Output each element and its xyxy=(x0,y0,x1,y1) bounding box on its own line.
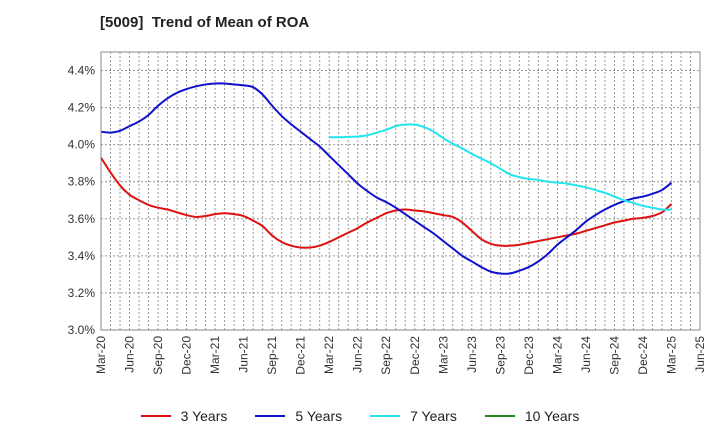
legend-label: 5 Years xyxy=(295,408,343,424)
y-tick-label: 3.2% xyxy=(68,286,96,300)
gridlines xyxy=(101,52,700,330)
x-tick-label: Dec-23 xyxy=(522,336,536,375)
x-tick-label: Mar-24 xyxy=(550,336,564,374)
x-axis-ticks: Mar-20 Jun-20 Sep-20 Dec-20 Mar-21 Jun-21 Sep-… xyxy=(94,336,707,375)
series-line-7-years xyxy=(329,123,672,211)
x-tick-label: Mar-21 xyxy=(208,336,222,374)
y-tick-label: 3.4% xyxy=(68,249,96,263)
x-tick-label: Dec-20 xyxy=(180,336,194,375)
x-tick-label: Jun-23 xyxy=(465,336,479,373)
y-tick-label: 4.2% xyxy=(68,101,96,115)
legend-item-3-years: 3 Years xyxy=(140,404,228,428)
y-axis-ticks: 3.0% 3.2% 3.4% 3.6% 3.8% 4.0% 4.2% 4.4% xyxy=(68,64,96,337)
x-tick-label: Mar-23 xyxy=(436,336,450,374)
legend-item-5-years: 5 Years xyxy=(255,404,342,428)
legend: 3 Years 5 Years 7 Years 10 Years xyxy=(0,404,720,428)
x-tick-label: Mar-22 xyxy=(322,336,336,374)
x-tick-label: Jun-25 xyxy=(693,336,707,373)
y-tick-label: 3.6% xyxy=(68,212,96,226)
legend-swatch xyxy=(370,415,401,417)
series-line-5-years xyxy=(100,82,673,275)
legend-item-10-years: 10 Years xyxy=(484,404,580,428)
x-tick-label: Jun-22 xyxy=(351,336,365,373)
legend-label: 10 Years xyxy=(524,408,580,424)
legend-swatch xyxy=(255,415,286,417)
series-lines xyxy=(100,82,673,275)
y-tick-label: 3.0% xyxy=(68,323,96,337)
x-tick-label: Dec-24 xyxy=(636,336,650,375)
x-tick-label: Sep-20 xyxy=(151,336,165,375)
x-tick-label: Sep-21 xyxy=(265,336,279,375)
x-tick-label: Jun-21 xyxy=(237,336,251,373)
x-tick-label: Jun-24 xyxy=(579,336,593,373)
x-tick-label: Sep-22 xyxy=(379,336,393,375)
x-tick-label: Sep-23 xyxy=(493,336,507,375)
x-tick-label: Mar-20 xyxy=(94,336,108,374)
y-tick-label: 3.8% xyxy=(68,175,96,189)
plot-frame xyxy=(100,51,701,331)
legend-swatch xyxy=(484,415,515,417)
x-tick-label: Dec-22 xyxy=(408,336,422,375)
x-tick-label: Dec-21 xyxy=(294,336,308,375)
x-tick-label: Sep-24 xyxy=(607,336,621,375)
x-tick-label: Mar-25 xyxy=(664,336,678,374)
legend-swatch xyxy=(140,415,171,417)
legend-label: 7 Years xyxy=(410,408,457,424)
y-tick-label: 4.4% xyxy=(68,64,96,78)
legend-label: 3 Years xyxy=(180,408,228,424)
legend-item-7-years: 7 Years xyxy=(370,404,457,428)
chart-title: [5009] Trend of Mean of ROA xyxy=(100,14,310,31)
y-tick-label: 4.0% xyxy=(68,138,96,152)
x-tick-label: Jun-20 xyxy=(123,336,137,373)
series-line-3-years xyxy=(100,157,673,249)
